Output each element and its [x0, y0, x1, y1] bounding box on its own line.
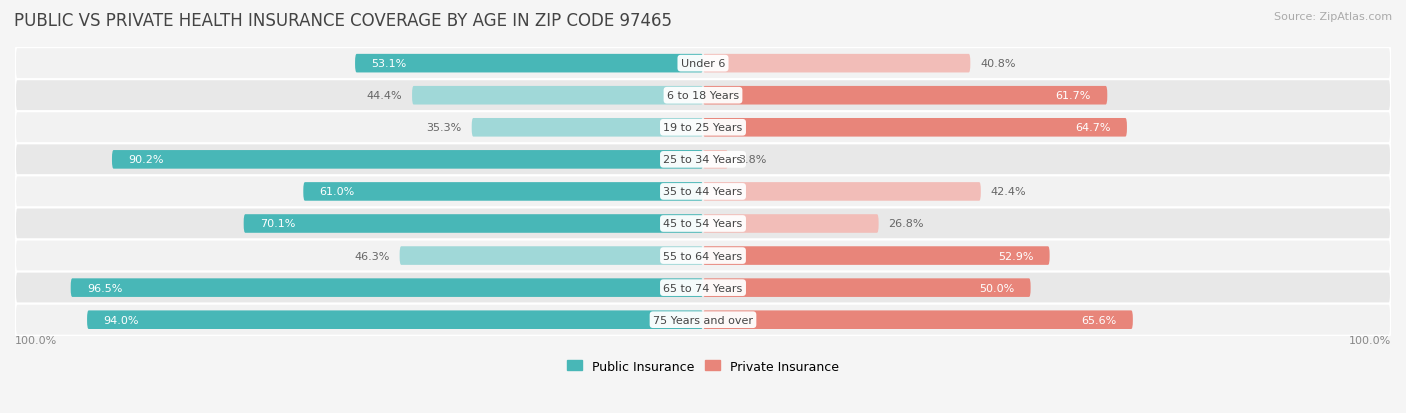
Text: 90.2%: 90.2%	[128, 155, 165, 165]
FancyBboxPatch shape	[15, 272, 1391, 304]
FancyBboxPatch shape	[15, 208, 1391, 240]
FancyBboxPatch shape	[70, 279, 703, 297]
FancyBboxPatch shape	[399, 247, 703, 265]
Text: 75 Years and over: 75 Years and over	[652, 315, 754, 325]
Text: 96.5%: 96.5%	[87, 283, 122, 293]
Text: 53.1%: 53.1%	[371, 59, 406, 69]
Text: 64.7%: 64.7%	[1076, 123, 1111, 133]
Legend: Public Insurance, Private Insurance: Public Insurance, Private Insurance	[567, 360, 839, 373]
Text: 35.3%: 35.3%	[426, 123, 463, 133]
FancyBboxPatch shape	[15, 144, 1391, 176]
Text: 100.0%: 100.0%	[1348, 335, 1391, 346]
Text: 44.4%: 44.4%	[367, 91, 402, 101]
Text: 19 to 25 Years: 19 to 25 Years	[664, 123, 742, 133]
Text: 45 to 54 Years: 45 to 54 Years	[664, 219, 742, 229]
FancyBboxPatch shape	[703, 119, 1128, 137]
FancyBboxPatch shape	[471, 119, 703, 137]
FancyBboxPatch shape	[703, 151, 728, 169]
FancyBboxPatch shape	[304, 183, 703, 201]
FancyBboxPatch shape	[15, 304, 1391, 336]
FancyBboxPatch shape	[703, 215, 879, 233]
Text: 94.0%: 94.0%	[104, 315, 139, 325]
FancyBboxPatch shape	[356, 55, 703, 73]
Text: 70.1%: 70.1%	[260, 219, 295, 229]
FancyBboxPatch shape	[15, 48, 1391, 80]
Text: 25 to 34 Years: 25 to 34 Years	[664, 155, 742, 165]
FancyBboxPatch shape	[15, 176, 1391, 208]
Text: 46.3%: 46.3%	[354, 251, 389, 261]
Text: 55 to 64 Years: 55 to 64 Years	[664, 251, 742, 261]
FancyBboxPatch shape	[112, 151, 703, 169]
FancyBboxPatch shape	[15, 112, 1391, 144]
FancyBboxPatch shape	[412, 87, 703, 105]
FancyBboxPatch shape	[15, 240, 1391, 272]
Text: 6 to 18 Years: 6 to 18 Years	[666, 91, 740, 101]
Text: 61.0%: 61.0%	[319, 187, 354, 197]
Text: 42.4%: 42.4%	[991, 187, 1026, 197]
FancyBboxPatch shape	[703, 183, 981, 201]
Text: 50.0%: 50.0%	[979, 283, 1014, 293]
Text: 40.8%: 40.8%	[980, 59, 1015, 69]
FancyBboxPatch shape	[243, 215, 703, 233]
Text: 3.8%: 3.8%	[738, 155, 766, 165]
Text: 100.0%: 100.0%	[15, 335, 58, 346]
Text: 65.6%: 65.6%	[1081, 315, 1116, 325]
Text: 65 to 74 Years: 65 to 74 Years	[664, 283, 742, 293]
FancyBboxPatch shape	[703, 87, 1108, 105]
FancyBboxPatch shape	[703, 311, 1133, 329]
Text: 61.7%: 61.7%	[1056, 91, 1091, 101]
FancyBboxPatch shape	[15, 80, 1391, 112]
Text: 35 to 44 Years: 35 to 44 Years	[664, 187, 742, 197]
Text: Source: ZipAtlas.com: Source: ZipAtlas.com	[1274, 12, 1392, 22]
FancyBboxPatch shape	[703, 55, 970, 73]
Text: Under 6: Under 6	[681, 59, 725, 69]
FancyBboxPatch shape	[703, 279, 1031, 297]
Text: PUBLIC VS PRIVATE HEALTH INSURANCE COVERAGE BY AGE IN ZIP CODE 97465: PUBLIC VS PRIVATE HEALTH INSURANCE COVER…	[14, 12, 672, 30]
Text: 52.9%: 52.9%	[998, 251, 1033, 261]
FancyBboxPatch shape	[703, 247, 1050, 265]
Text: 26.8%: 26.8%	[889, 219, 924, 229]
FancyBboxPatch shape	[87, 311, 703, 329]
